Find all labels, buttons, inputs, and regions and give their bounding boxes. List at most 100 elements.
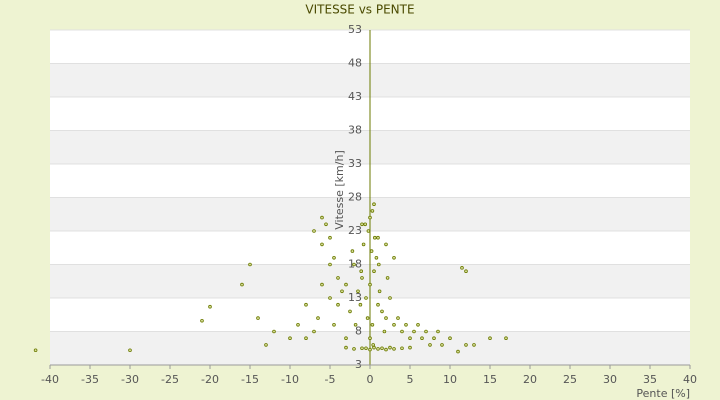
point <box>296 322 300 327</box>
point <box>420 336 424 341</box>
point <box>361 242 366 247</box>
point <box>128 348 132 353</box>
point <box>488 336 492 341</box>
point <box>380 346 384 351</box>
point <box>312 229 316 233</box>
point <box>424 329 428 334</box>
point <box>364 346 368 351</box>
chart-title: VITESSE vs PENTE <box>305 3 414 17</box>
point <box>376 235 380 240</box>
point <box>372 345 376 350</box>
point <box>208 304 212 309</box>
point <box>360 222 364 227</box>
x-tick-label: 10 <box>443 373 457 386</box>
y-tick-label: 38 <box>348 124 362 137</box>
point <box>370 322 375 327</box>
point <box>372 202 376 207</box>
point <box>332 255 336 260</box>
point <box>392 322 396 327</box>
point <box>384 347 388 352</box>
point <box>359 269 364 274</box>
point <box>366 229 371 233</box>
point <box>365 316 370 320</box>
point <box>320 215 324 220</box>
point <box>368 215 372 220</box>
point <box>436 329 440 334</box>
point <box>328 262 332 267</box>
x-tick-label: -15 <box>241 373 259 386</box>
x-tick-label: -40 <box>41 373 59 386</box>
point <box>392 347 396 351</box>
point <box>324 222 328 227</box>
y-tick-label: 28 <box>348 191 362 204</box>
point <box>344 345 348 350</box>
point <box>388 296 392 300</box>
point <box>248 262 252 267</box>
point <box>332 322 336 327</box>
point <box>388 345 392 350</box>
point <box>376 302 380 307</box>
point <box>304 336 308 341</box>
point <box>312 329 316 334</box>
point <box>363 222 368 227</box>
point <box>344 282 348 287</box>
point <box>352 262 356 267</box>
point <box>356 289 360 294</box>
point <box>440 343 444 347</box>
y-tick-label: 48 <box>348 57 362 70</box>
point <box>353 322 358 327</box>
point <box>464 269 468 274</box>
x-tick-label: 15 <box>483 373 497 386</box>
y-tick-label: 43 <box>348 90 362 103</box>
x-tick-label: -10 <box>281 373 299 386</box>
x-tick-label: 0 <box>367 373 374 386</box>
x-tick-label: -35 <box>81 373 99 386</box>
point <box>33 348 38 353</box>
point <box>320 242 324 247</box>
point <box>200 318 204 323</box>
point <box>336 302 340 307</box>
point <box>320 282 324 287</box>
point <box>272 329 276 334</box>
point <box>396 316 400 320</box>
point <box>328 235 332 240</box>
point <box>336 276 340 280</box>
point <box>372 269 376 274</box>
point <box>304 302 308 307</box>
point <box>350 249 355 253</box>
point <box>400 346 404 351</box>
point <box>316 316 320 320</box>
point <box>432 336 436 341</box>
point <box>412 329 416 334</box>
point <box>460 266 464 270</box>
x-tick-label: -25 <box>161 373 179 386</box>
x-axis-label: Pente [%] <box>636 387 690 400</box>
point <box>288 336 292 341</box>
point <box>448 336 452 341</box>
point <box>368 336 372 341</box>
point <box>240 282 244 287</box>
point <box>408 336 412 341</box>
point <box>348 309 352 314</box>
point <box>256 316 260 320</box>
point <box>344 336 348 341</box>
y-axis-label: Vitesse [km/h] <box>333 150 346 230</box>
point <box>380 309 384 314</box>
point <box>464 343 468 347</box>
point <box>384 242 388 247</box>
point <box>428 343 432 347</box>
x-tick-label: 40 <box>683 373 697 386</box>
y-tick-label: 13 <box>348 291 362 304</box>
point <box>385 276 390 280</box>
point <box>368 282 372 287</box>
y-tick-label: 8 <box>355 325 362 338</box>
point <box>368 347 372 352</box>
point <box>416 322 420 327</box>
point <box>374 255 379 260</box>
point <box>408 345 412 350</box>
point <box>456 349 460 354</box>
point <box>369 249 374 253</box>
point <box>377 289 382 294</box>
x-tick-label: 25 <box>563 373 577 386</box>
point <box>352 347 356 351</box>
